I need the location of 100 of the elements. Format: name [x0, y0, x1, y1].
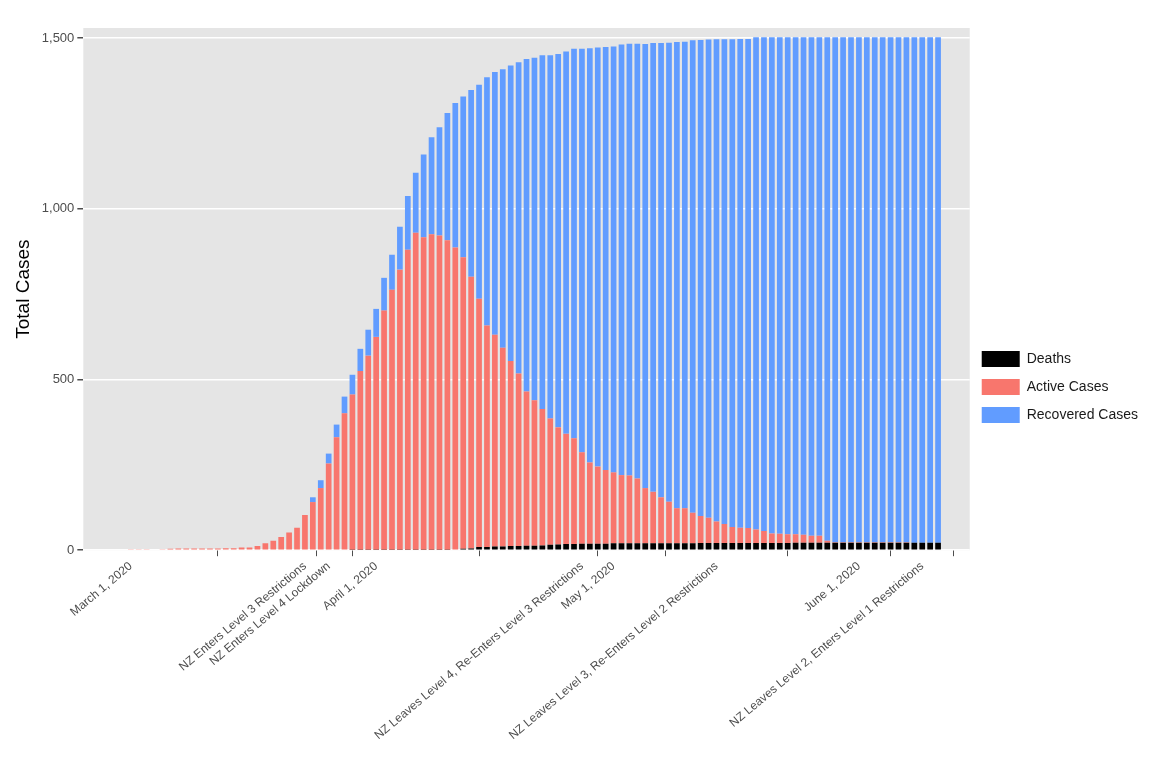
bar	[397, 269, 403, 550]
bar	[278, 536, 285, 550]
bar	[286, 532, 292, 550]
bar	[634, 543, 641, 550]
bar	[824, 540, 831, 543]
bar	[879, 542, 886, 550]
bar	[397, 226, 403, 270]
y-tick-label: 500	[52, 371, 75, 387]
bar	[547, 418, 554, 545]
bar	[404, 249, 411, 550]
bar	[650, 43, 657, 492]
bar	[776, 543, 783, 550]
bar	[903, 37, 910, 543]
bar	[468, 276, 474, 549]
bar	[499, 347, 506, 547]
bar	[745, 38, 751, 529]
bar	[420, 237, 427, 550]
legend-label: Recovered Cases	[1026, 405, 1139, 422]
bar	[381, 277, 387, 311]
bar	[761, 531, 767, 544]
bar	[863, 542, 870, 550]
bar	[769, 37, 775, 534]
bar	[919, 37, 926, 543]
bar	[460, 96, 467, 258]
bar	[499, 546, 506, 550]
bar	[634, 43, 641, 479]
bar	[769, 533, 775, 544]
bar	[848, 542, 854, 550]
bar	[808, 535, 815, 543]
y-tick-label: 0	[67, 541, 75, 557]
bar	[848, 37, 854, 543]
bar	[389, 289, 395, 550]
bar	[856, 37, 862, 543]
bar	[792, 534, 799, 543]
bar	[642, 44, 649, 489]
bar	[563, 433, 569, 545]
bar	[586, 48, 593, 463]
bar	[658, 543, 664, 550]
bar	[365, 355, 372, 550]
bar	[658, 43, 664, 498]
bar	[349, 394, 356, 550]
bar	[563, 544, 569, 550]
bar	[674, 508, 680, 544]
bar	[927, 542, 933, 550]
bar	[492, 334, 498, 547]
bar	[776, 533, 783, 544]
bar	[737, 527, 744, 544]
bar	[317, 488, 324, 550]
bar	[784, 534, 791, 544]
bar	[879, 37, 886, 543]
bar	[666, 501, 672, 544]
legend-label: Deaths	[1026, 349, 1072, 366]
bar	[507, 546, 514, 550]
bar	[436, 235, 443, 550]
bar	[602, 47, 609, 470]
bar	[365, 329, 372, 356]
bar	[310, 502, 316, 550]
bar	[658, 497, 664, 544]
bar	[484, 77, 490, 326]
bar	[753, 37, 759, 530]
bar	[824, 37, 831, 541]
bar	[373, 308, 380, 337]
bar	[689, 543, 696, 550]
bar	[507, 361, 514, 547]
bar	[571, 48, 577, 439]
bar	[824, 542, 831, 550]
bar	[492, 546, 498, 550]
bar	[666, 42, 672, 502]
bar	[444, 240, 451, 550]
bar	[476, 84, 482, 299]
bar	[911, 37, 918, 543]
bar	[555, 427, 562, 545]
y-tick-label: 1,500	[41, 29, 75, 45]
bar	[357, 348, 364, 372]
bar	[871, 542, 878, 550]
bar	[666, 543, 672, 550]
bar	[753, 529, 759, 544]
bar	[373, 336, 380, 550]
bar	[761, 37, 767, 532]
bar	[571, 544, 577, 550]
bar	[919, 542, 926, 550]
bar	[325, 463, 332, 550]
bar	[745, 528, 751, 544]
bar	[428, 234, 435, 550]
bar	[594, 466, 601, 544]
bar	[769, 543, 775, 550]
bar	[381, 310, 387, 550]
bar	[357, 371, 364, 550]
bar	[650, 491, 657, 544]
bar	[674, 41, 680, 509]
bar	[476, 298, 482, 548]
bar	[935, 542, 941, 550]
bar	[579, 452, 585, 544]
bar	[784, 37, 791, 535]
y-tick-label: 1,000	[41, 200, 75, 216]
bar	[887, 37, 894, 543]
bar	[412, 172, 419, 233]
bar	[642, 543, 649, 550]
bar	[468, 90, 474, 277]
bar	[776, 37, 783, 534]
